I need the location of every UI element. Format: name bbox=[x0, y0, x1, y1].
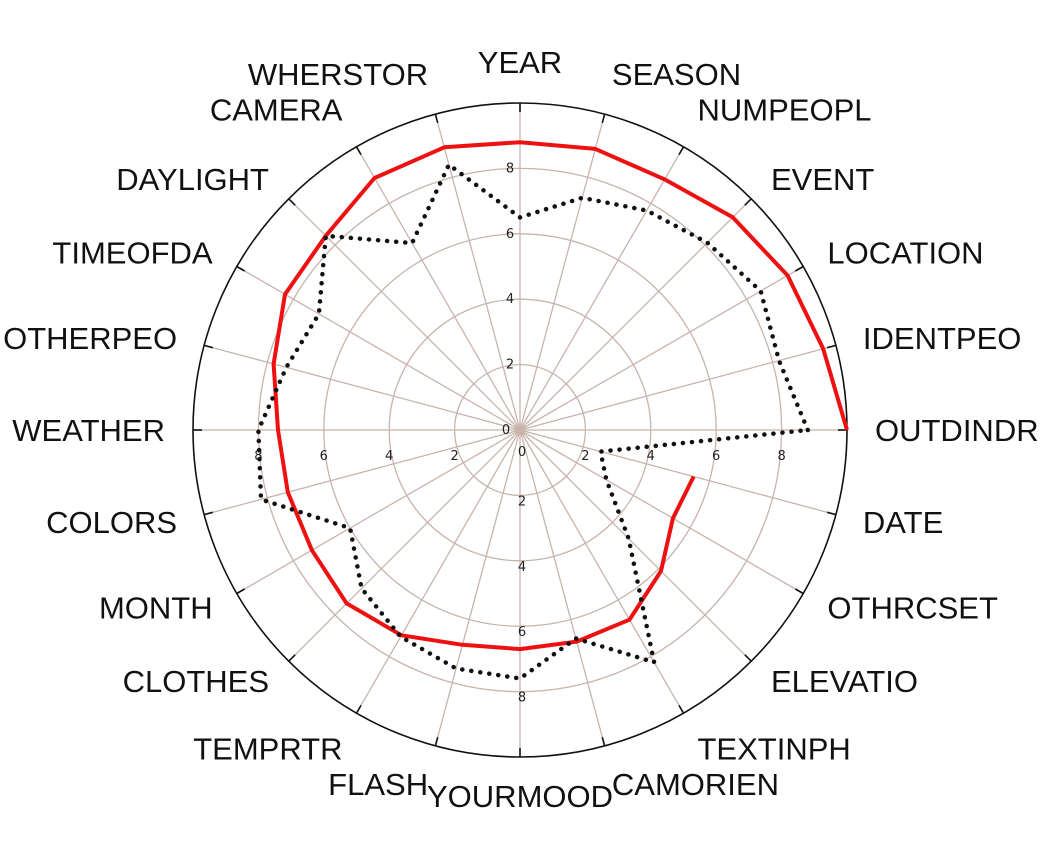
spoke-timeofda bbox=[236, 265, 521, 431]
outer-tick-event bbox=[744, 198, 752, 206]
category-label-location: LOCATION bbox=[827, 236, 983, 271]
outer-tick-otherpeo bbox=[203, 344, 214, 349]
category-label-outdindr: OUTDINDR bbox=[875, 413, 1039, 448]
outer-tick-clothes bbox=[288, 654, 296, 662]
category-label-temprtr: TEMPRTR bbox=[193, 731, 342, 766]
outer-tick-date bbox=[826, 511, 837, 516]
tick-label-east-0: 0 bbox=[518, 445, 526, 460]
outer-tick-elevatio bbox=[744, 654, 752, 662]
spoke-otherpeo bbox=[203, 344, 521, 431]
tick-label-west-1: 2 bbox=[450, 449, 458, 464]
outer-tick-camorien bbox=[601, 736, 606, 747]
outer-tick-location bbox=[794, 265, 804, 272]
category-label-daylight: DAYLIGHT bbox=[116, 162, 269, 197]
tick-label-east-3: 6 bbox=[712, 449, 720, 464]
outer-tick-season bbox=[601, 113, 606, 124]
outer-tick-timeofda bbox=[236, 265, 246, 272]
tick-label-north-0: 0 bbox=[502, 423, 510, 438]
outer-tick-othrcset bbox=[794, 588, 804, 595]
category-label-textinph: TEXTINPH bbox=[698, 731, 851, 766]
category-label-date: DATE bbox=[863, 505, 943, 540]
category-label-othrcset: OTHRCSET bbox=[827, 591, 998, 626]
category-label-otherpeo: OTHERPEO bbox=[3, 321, 177, 356]
spoke-location bbox=[519, 265, 804, 431]
category-label-month: MONTH bbox=[99, 591, 213, 626]
series-0-line bbox=[271, 140, 849, 652]
tick-label-south-4: 8 bbox=[518, 691, 526, 706]
radial-tick-labels: 0 2 4 6 8 2 4 6 8 0 2 4 6 8 2 4 6 8 bbox=[254, 161, 785, 705]
category-label-flash: FLASH bbox=[328, 767, 428, 802]
tick-label-south-3: 6 bbox=[518, 625, 526, 640]
category-label-wherstor: WHERSTOR bbox=[248, 57, 428, 92]
series-1-line bbox=[256, 162, 811, 681]
tick-label-south-1: 2 bbox=[518, 494, 526, 509]
spoke-flash bbox=[434, 429, 521, 747]
spoke-numpeopl bbox=[519, 146, 685, 431]
category-labels: OUTDINDR IDENTPEO LOCATION EVENT NUMPEOPLSEA… bbox=[3, 45, 1038, 814]
tick-label-east-4: 8 bbox=[777, 449, 785, 464]
tick-label-west-4: 8 bbox=[254, 449, 262, 464]
spoke-elevatio bbox=[519, 429, 752, 662]
outer-tick-flash bbox=[434, 736, 439, 747]
outer-tick-daylight bbox=[288, 198, 296, 206]
tick-label-north-3: 6 bbox=[506, 227, 514, 242]
category-label-colors: COLORS bbox=[46, 505, 177, 540]
outer-tick-wherstor bbox=[434, 113, 439, 124]
tick-label-north-2: 4 bbox=[506, 292, 514, 307]
spoke-month bbox=[236, 429, 521, 595]
outer-tick-colors bbox=[203, 511, 214, 516]
category-label-elevatio: ELEVATIO bbox=[771, 664, 918, 699]
category-label-clothes: CLOTHES bbox=[123, 664, 269, 699]
outer-tick-identpeo bbox=[826, 344, 837, 349]
outer-tick-temprtr bbox=[355, 704, 362, 714]
spoke-temprtr bbox=[355, 429, 521, 714]
category-label-numpeopl: NUMPEOPL bbox=[698, 93, 872, 128]
outer-tick-month bbox=[236, 588, 246, 595]
tick-label-east-1: 2 bbox=[581, 449, 589, 464]
category-label-season: SEASON bbox=[612, 57, 741, 92]
spoke-textinph bbox=[519, 429, 685, 714]
category-label-yourmood: YOURMOOD bbox=[427, 779, 613, 814]
spoke-identpeo bbox=[519, 344, 837, 431]
tick-label-north-1: 2 bbox=[506, 358, 514, 373]
spoke-event bbox=[519, 198, 752, 431]
radar-series bbox=[256, 140, 849, 681]
spoke-clothes bbox=[288, 429, 521, 662]
outer-tick-numpeopl bbox=[678, 146, 685, 156]
category-label-event: EVENT bbox=[771, 162, 874, 197]
category-label-camorien: CAMORIEN bbox=[612, 767, 779, 802]
category-label-identpeo: IDENTPEO bbox=[863, 321, 1021, 356]
spoke-othrcset bbox=[519, 429, 804, 595]
category-label-timeofda: TIMEOFDA bbox=[52, 236, 212, 271]
category-label-year: YEAR bbox=[478, 45, 562, 80]
spoke-daylight bbox=[288, 198, 521, 431]
radar-grid bbox=[192, 102, 848, 758]
outer-tick-textinph bbox=[678, 704, 685, 714]
tick-label-north-4: 8 bbox=[506, 161, 514, 176]
tick-label-east-2: 4 bbox=[647, 449, 655, 464]
outer-tick-camera bbox=[355, 146, 362, 156]
spoke-camera bbox=[355, 146, 521, 431]
tick-label-south-2: 4 bbox=[518, 560, 526, 575]
tick-label-west-3: 6 bbox=[320, 449, 328, 464]
spoke-season bbox=[519, 113, 606, 431]
spoke-camorien bbox=[519, 429, 606, 747]
tick-label-west-2: 4 bbox=[385, 449, 393, 464]
spoke-colors bbox=[203, 429, 521, 516]
category-label-weather: WEATHER bbox=[12, 413, 165, 448]
spoke-date bbox=[519, 429, 837, 516]
category-label-camera: CAMERA bbox=[210, 93, 343, 128]
